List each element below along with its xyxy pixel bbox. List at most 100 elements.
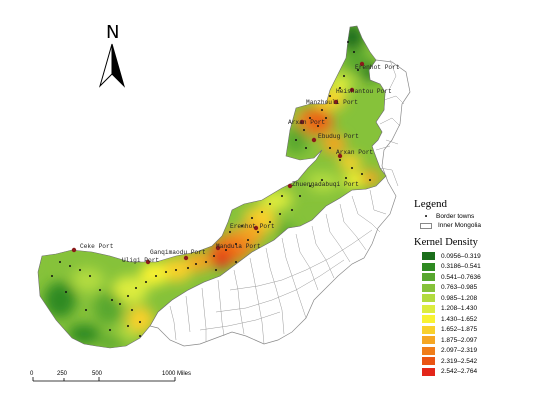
scale-label: 1000 Miles	[162, 371, 191, 377]
border-town-point	[79, 269, 81, 271]
color-swatch	[422, 336, 435, 345]
color-swatch	[422, 262, 435, 271]
kernel-density-class-label: 1.875–2.097	[441, 336, 478, 344]
color-swatch	[422, 357, 435, 366]
border-town-point	[309, 117, 311, 119]
border-town-point	[213, 255, 215, 257]
border-town-point	[351, 167, 353, 169]
legend-item-inner-mongolia: Inner Mongolia	[420, 221, 548, 230]
border-town-point	[309, 185, 311, 187]
north-arrow: N	[98, 22, 126, 88]
kernel-density-class-label: 0.0956–0.319	[441, 252, 481, 260]
border-town-point	[139, 321, 141, 323]
border-town-point	[343, 75, 345, 77]
kernel-density-class: 1.652–1.875	[422, 325, 548, 336]
border-town-point	[317, 125, 319, 127]
kernel-density-class: 0.0956–0.319	[422, 251, 548, 262]
kernel-density-class-label: 0.541–0.7636	[441, 273, 481, 281]
border-town-point	[127, 295, 129, 297]
border-town-point	[165, 271, 167, 273]
port-label: Arxan Port	[288, 119, 325, 126]
color-swatch	[422, 273, 435, 282]
port-label: Mandula Port	[216, 243, 261, 250]
border-town-point	[235, 261, 237, 263]
color-swatch	[422, 304, 435, 313]
border-town-point	[119, 303, 121, 305]
kernel-density-class: 0.763–0.985	[422, 283, 548, 294]
border-town-point	[139, 335, 141, 337]
border-town-point	[155, 275, 157, 277]
border-town-point	[281, 195, 283, 197]
border-town-point	[299, 195, 301, 197]
border-town-point	[339, 159, 341, 161]
kernel-density-class-label: 1.652–1.875	[441, 326, 478, 334]
border-town-point	[225, 249, 227, 251]
kernel-density-class: 1.875–2.097	[422, 335, 548, 346]
port-markers	[71, 61, 365, 265]
port-label: Zhuengadabuqi Port	[292, 181, 359, 188]
port-label: Erenhot Port	[355, 64, 400, 71]
border-town-point	[329, 147, 331, 149]
border-town-point	[195, 263, 197, 265]
port-marker	[287, 183, 293, 189]
north-arrow-icon	[98, 43, 113, 88]
port-marker	[359, 61, 365, 67]
port-label: Heishantou Port	[336, 88, 392, 95]
kernel-density-class: 2.319–2.542	[422, 356, 548, 367]
border-town-point	[247, 239, 249, 241]
border-town-point	[361, 173, 363, 175]
kernel-density-class-label: 2.542–2.764	[441, 368, 478, 376]
border-town-point	[241, 225, 243, 227]
port-labels: Erenhot Port Heishantou Port Manzhouli P…	[80, 64, 400, 264]
border-town-point	[369, 179, 371, 181]
border-town-point	[305, 147, 307, 149]
border-town-point	[321, 179, 323, 181]
border-town-point	[347, 41, 349, 43]
port-label: Ganqimaodu Port	[150, 249, 206, 256]
port-marker	[71, 247, 77, 253]
port-marker	[349, 87, 355, 93]
color-swatch	[422, 294, 435, 303]
port-marker	[333, 99, 339, 105]
border-town-point	[175, 269, 177, 271]
kernel-density-classes: 0.0956–0.319 0.3186–0.541 0.541–0.7636 0.76…	[414, 251, 548, 377]
border-town-point	[291, 209, 293, 211]
border-town-point	[229, 231, 231, 233]
port-label: Ceke Port	[80, 243, 114, 250]
border-town-point	[345, 177, 347, 179]
kernel-density-class-label: 1.430–1.652	[441, 315, 478, 323]
border-town-point	[59, 261, 61, 263]
border-town-point	[51, 275, 53, 277]
color-swatch	[422, 252, 435, 261]
kernel-density-class-label: 0.985–1.208	[441, 294, 478, 302]
border-town-point	[131, 309, 133, 311]
port-label: Arxan Port	[336, 149, 373, 156]
border-town-point	[99, 289, 101, 291]
border-town-point	[235, 243, 237, 245]
border-town-point	[339, 87, 341, 89]
port-marker	[253, 225, 259, 231]
legend-item-border-towns: • Border towns	[422, 212, 548, 221]
border-town-point	[325, 117, 327, 119]
border-town-point	[303, 129, 305, 131]
color-swatch	[422, 367, 435, 376]
border-town-point	[269, 221, 271, 223]
border-town-point	[205, 261, 207, 263]
port-label: Uligi Port	[122, 257, 159, 264]
port-label: Ebudug Port	[318, 133, 359, 140]
legend-item-label: Border towns	[436, 213, 475, 220]
kernel-density-class: 2.097–2.319	[422, 346, 548, 357]
scale-bar: 0 250 500 1000 Miles	[30, 371, 191, 382]
scale-label: 0	[30, 371, 34, 377]
port-marker	[145, 259, 151, 265]
kernel-density-class: 1.430–1.652	[422, 314, 548, 325]
dot-icon: •	[424, 211, 428, 221]
color-swatch	[422, 346, 435, 355]
border-town-point	[295, 139, 297, 141]
kernel-density-title: Kernel Density	[414, 237, 478, 248]
kernel-density-class: 0.3186–0.541	[422, 262, 548, 273]
border-town-point	[269, 203, 271, 205]
legend-item-label: Inner Mongolia	[438, 222, 481, 229]
border-town-point	[111, 299, 113, 301]
